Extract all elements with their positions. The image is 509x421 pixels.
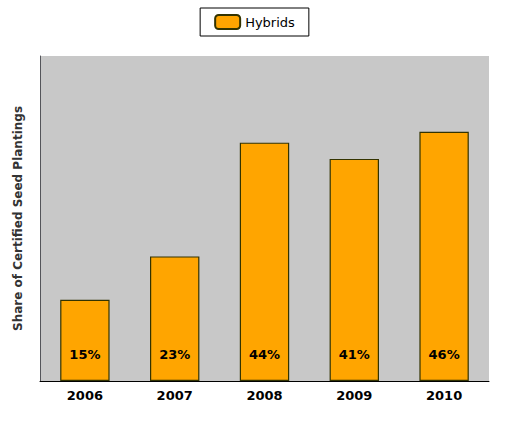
svg-text:44%: 44% bbox=[249, 347, 280, 362]
svg-text:2006: 2006 bbox=[67, 388, 103, 403]
svg-text:23%: 23% bbox=[159, 347, 190, 362]
svg-text:2007: 2007 bbox=[157, 388, 193, 403]
svg-text:2010: 2010 bbox=[426, 388, 462, 403]
svg-text:Share of Certified Seed Planti: Share of Certified Seed Plantings bbox=[11, 106, 25, 331]
svg-text:Hybrids: Hybrids bbox=[245, 15, 295, 30]
svg-text:41%: 41% bbox=[339, 347, 370, 362]
svg-text:2009: 2009 bbox=[336, 388, 372, 403]
svg-text:15%: 15% bbox=[69, 347, 100, 362]
svg-text:2008: 2008 bbox=[246, 388, 282, 403]
svg-text:46%: 46% bbox=[429, 347, 460, 362]
